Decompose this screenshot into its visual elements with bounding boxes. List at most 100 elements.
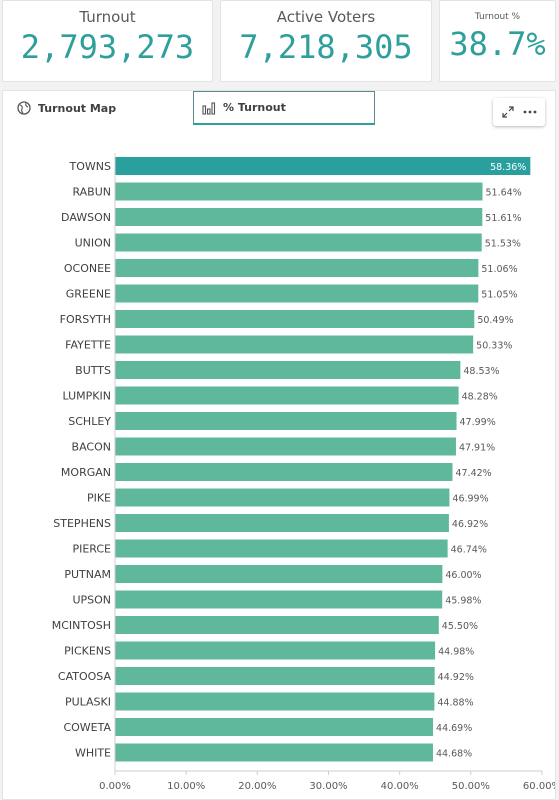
data-label: 44.98% xyxy=(438,647,474,658)
category-label: TOWNS xyxy=(69,160,111,173)
category-label: DAWSON xyxy=(61,211,111,224)
x-tick-label: 60.00% xyxy=(523,781,555,792)
category-label: UPSON xyxy=(72,594,111,607)
more-options-button[interactable] xyxy=(520,102,540,122)
category-label: MCINTOSH xyxy=(52,619,111,632)
panel-toolbar xyxy=(493,98,545,126)
data-label: 46.00% xyxy=(445,570,481,581)
bar-pierce[interactable] xyxy=(115,539,448,558)
bar-morgan[interactable] xyxy=(115,463,453,481)
category-label: FORSYTH xyxy=(60,313,111,326)
x-tick-label: 50.00% xyxy=(452,781,490,792)
globe-icon xyxy=(17,101,31,115)
kpi-turnout-percent-value: 38.7% xyxy=(449,25,546,63)
data-label: 45.50% xyxy=(442,621,478,632)
kpi-active-voters: Active Voters 7,218,305 xyxy=(220,0,432,82)
tab-turnout-map-label: Turnout Map xyxy=(38,101,117,115)
bar-coweta[interactable] xyxy=(115,718,434,736)
bar-white[interactable] xyxy=(115,743,433,762)
bar-oconee[interactable] xyxy=(115,259,479,277)
tab-percent-turnout-label: % Turnout xyxy=(223,101,286,114)
bar-schley[interactable] xyxy=(115,412,457,430)
category-label: WHITE xyxy=(75,747,111,760)
category-label: PIERCE xyxy=(72,543,111,556)
bar-pike[interactable] xyxy=(115,488,450,507)
category-label: PUTNAM xyxy=(64,568,111,581)
bar-pulaski[interactable] xyxy=(115,692,435,711)
kpi-turnout: Turnout 2,793,273 xyxy=(2,0,213,82)
tab-percent-turnout[interactable]: % Turnout xyxy=(193,91,375,125)
bar-bacon[interactable] xyxy=(115,437,456,456)
category-label: MORGAN xyxy=(61,466,111,479)
category-label: SCHLEY xyxy=(68,415,111,428)
bar-chart-icon xyxy=(202,101,216,115)
bar-greene[interactable] xyxy=(115,284,479,303)
category-label: RABUN xyxy=(72,186,111,199)
data-label: 50.49% xyxy=(477,315,513,326)
bar-dawson[interactable] xyxy=(115,208,483,226)
more-options-icon xyxy=(523,110,537,114)
category-label: CATOOSA xyxy=(58,670,112,683)
category-label: FAYETTE xyxy=(65,339,111,352)
bar-pickens[interactable] xyxy=(115,641,436,660)
data-label: 46.74% xyxy=(451,545,487,556)
category-label: BACON xyxy=(72,441,111,454)
bar-lumpkin[interactable] xyxy=(115,386,459,405)
data-label: 44.69% xyxy=(436,723,472,734)
tab-turnout-map[interactable]: Turnout Map xyxy=(17,91,116,125)
bar-mcintosh[interactable] xyxy=(115,616,439,634)
bar-towns[interactable] xyxy=(115,157,531,175)
data-label: 51.53% xyxy=(485,239,521,250)
category-label: UNION xyxy=(75,237,111,250)
data-label: 47.42% xyxy=(455,468,491,479)
x-tick-label: 10.00% xyxy=(167,781,205,792)
data-label: 51.64% xyxy=(486,188,522,199)
turnout-bar-chart: TOWNS 58.36% RABUN 51.64% DAWSON 51.61% UNION 5… xyxy=(52,153,555,792)
category-label: COWETA xyxy=(63,721,111,734)
bar-fayette[interactable] xyxy=(115,335,474,354)
bar-rabun[interactable] xyxy=(115,182,483,201)
data-label: 45.98% xyxy=(445,596,481,607)
kpi-turnout-value: 2,793,273 xyxy=(20,28,195,66)
category-label: PULASKI xyxy=(65,696,111,709)
data-label: 46.99% xyxy=(452,494,488,505)
category-label: LUMPKIN xyxy=(63,390,111,403)
bar-butts[interactable] xyxy=(115,361,461,379)
kpi-active-voters-label: Active Voters xyxy=(276,8,376,26)
bar-union[interactable] xyxy=(115,233,482,252)
bar-forsyth[interactable] xyxy=(115,310,475,328)
data-label: 58.36% xyxy=(490,162,526,173)
x-tick-label: 0.00% xyxy=(99,781,131,792)
data-label: 47.99% xyxy=(460,417,496,428)
kpi-active-voters-value: 7,218,305 xyxy=(239,28,413,66)
chart-panel: Turnout Map % Turnout TOWNS 58.36% RABUN 51… xyxy=(2,90,556,800)
category-label: OCONEE xyxy=(64,262,111,275)
data-label: 46.92% xyxy=(452,519,488,530)
category-label: GREENE xyxy=(66,288,111,301)
expand-button[interactable] xyxy=(498,102,518,122)
bar-stephens[interactable] xyxy=(115,514,449,532)
data-label: 44.88% xyxy=(437,698,473,709)
data-label: 50.33% xyxy=(476,341,512,352)
data-label: 44.92% xyxy=(438,672,474,683)
data-label: 48.28% xyxy=(462,392,498,403)
bar-catoosa[interactable] xyxy=(115,667,435,685)
category-label: STEPHENS xyxy=(53,517,111,530)
kpi-turnout-label: Turnout xyxy=(79,8,136,26)
kpi-turnout-percent: Turnout % 38.7% xyxy=(439,0,556,82)
data-label: 48.53% xyxy=(463,366,499,377)
bar-putnam[interactable] xyxy=(115,565,443,583)
x-tick-label: 30.00% xyxy=(309,781,347,792)
data-label: 47.91% xyxy=(459,443,495,454)
kpi-turnout-percent-label: Turnout % xyxy=(474,12,521,22)
expand-icon xyxy=(502,106,514,118)
x-tick-label: 20.00% xyxy=(238,781,276,792)
data-label: 51.05% xyxy=(481,290,517,301)
data-label: 44.68% xyxy=(436,749,472,760)
x-tick-label: 40.00% xyxy=(381,781,419,792)
bar-upson[interactable] xyxy=(115,590,443,609)
category-label: PICKENS xyxy=(64,645,111,658)
category-label: PIKE xyxy=(87,492,111,505)
category-label: BUTTS xyxy=(75,364,111,377)
data-label: 51.61% xyxy=(485,213,521,224)
